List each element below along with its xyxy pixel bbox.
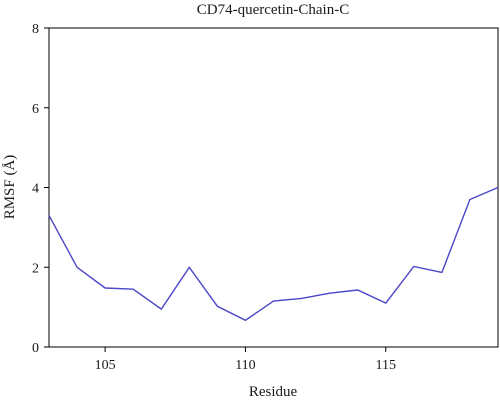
y-tick-label: 2 bbox=[32, 261, 39, 276]
x-tick-label: 105 bbox=[95, 358, 116, 373]
axis-ticks: 105 110 115 0 2 4 6 8 bbox=[32, 22, 396, 373]
plot-frame bbox=[48, 27, 499, 348]
y-tick-label: 6 bbox=[32, 102, 39, 117]
y-tick-label: 8 bbox=[32, 22, 39, 37]
y-tick-label: 0 bbox=[32, 341, 39, 356]
x-tick-label: 115 bbox=[376, 358, 396, 373]
chart-title: CD74-quercetin-Chain-C bbox=[197, 2, 349, 18]
x-tick-label: 110 bbox=[235, 358, 255, 373]
series-line bbox=[48, 186, 499, 322]
x-axis-label: Residue bbox=[249, 384, 298, 400]
y-tick-label: 4 bbox=[32, 182, 39, 197]
y-axis-label: RMSF (Å) bbox=[2, 155, 18, 220]
